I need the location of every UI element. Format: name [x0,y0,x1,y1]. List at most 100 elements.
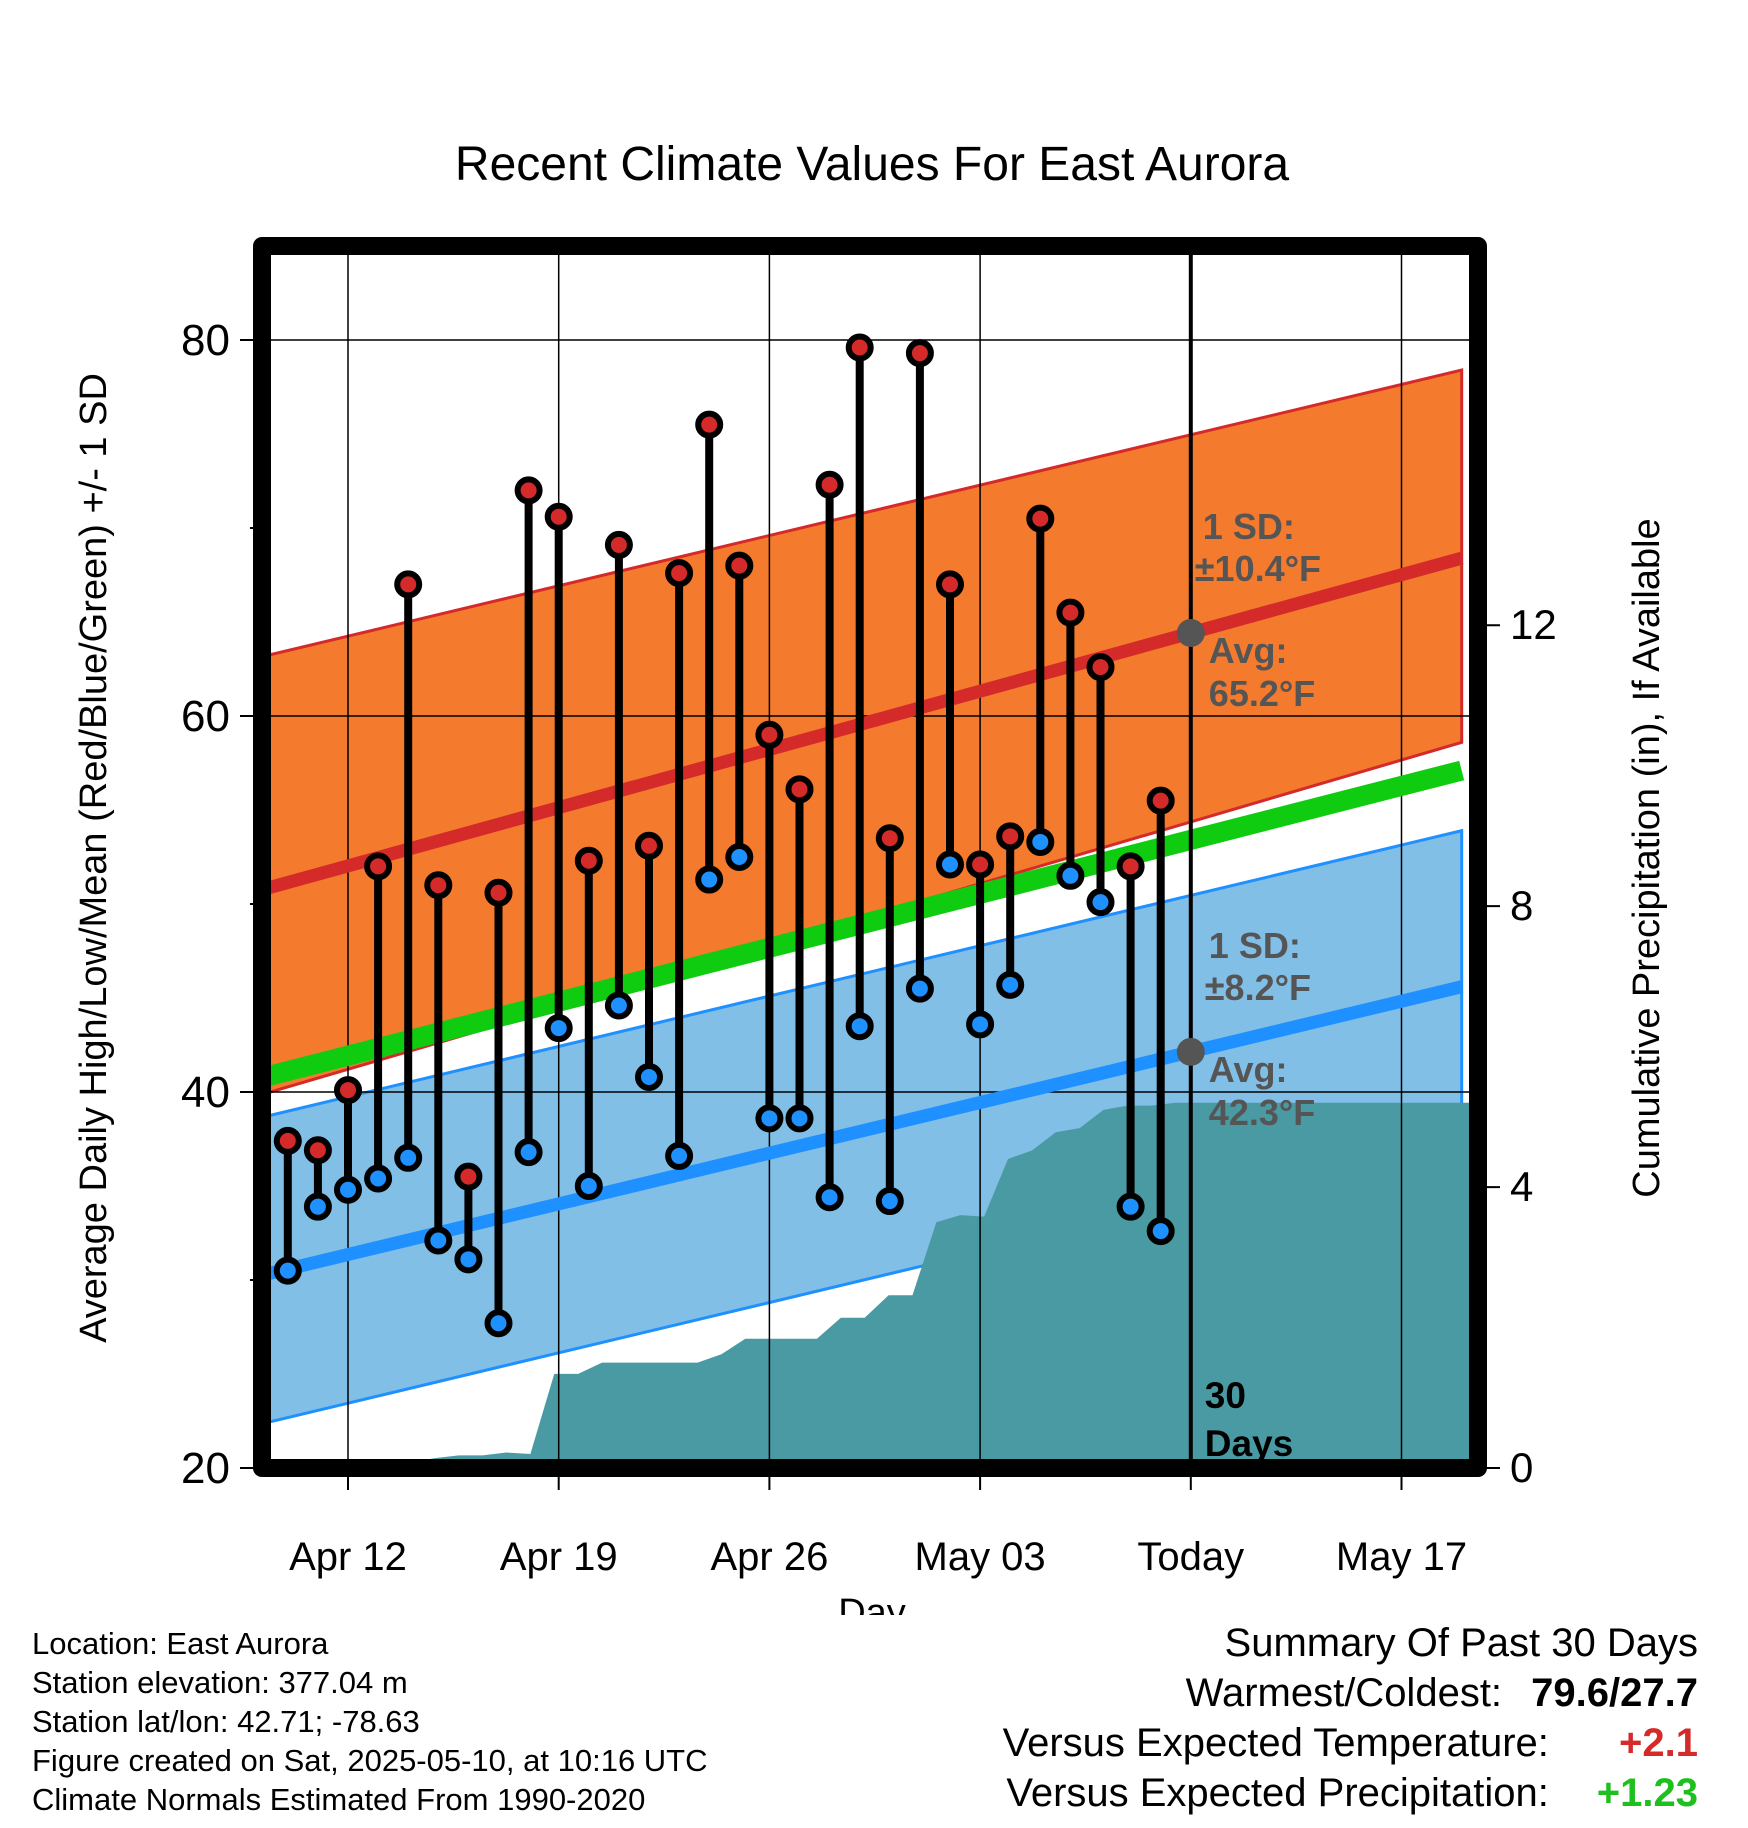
low-avg-value: 42.3°F [1209,1092,1315,1133]
today-high-avg-marker [1176,618,1205,647]
precip-value: +1.23 [1596,1771,1698,1815]
y2-tick-label: 4 [1510,1163,1533,1210]
daily-high-point [303,1136,332,1165]
daily-low-point [1056,861,1085,890]
daily-high-point [695,410,724,439]
daily-low-point [695,865,724,894]
daily-high-point [635,831,663,860]
today-low-avg-marker [1176,1037,1205,1066]
y2-tick-label: 0 [1510,1444,1533,1491]
warm-cold-label: Warmest/Coldest: [1185,1671,1503,1715]
summary-title: Summary Of Past 30 Days [1224,1621,1698,1665]
normals-text: Climate Normals Estimated From 1990-2020 [32,1782,646,1817]
climate-chart: Recent Climate Values For East Aurora 1 … [73,138,1668,1615]
daily-low-point [905,974,934,1003]
daily-low-point [1086,888,1115,917]
x-tick-label: Apr 12 [289,1535,407,1579]
daily-low-point [1116,1192,1145,1221]
warm-cold-row: Warmest/Coldest: 79.6/27.7 [1003,1668,1698,1718]
station-info: Location: East Aurora Station elevation:… [32,1624,708,1819]
low-sd-label: 1 SD: [1209,925,1301,966]
y-tick-label: 20 [181,1444,230,1493]
x-tick-label: Apr 26 [710,1535,828,1579]
chart-title: Recent Climate Values For East Aurora [455,138,1289,191]
precip-row: Versus Expected Precipitation: +1.23 [1003,1768,1698,1818]
daily-high-point [875,824,904,853]
avg-low-line [262,980,1464,1282]
daily-low-point [394,1143,423,1172]
daily-low-point [966,1010,995,1039]
warm-cold-value: 79.6/27.7 [1531,1671,1698,1715]
daily-high-point [996,822,1025,851]
x-tick-label: Today [1137,1535,1244,1579]
daily-low-point [1146,1217,1175,1246]
daily-low-point [574,1172,603,1200]
daily-high-point [364,852,393,881]
y2-tick-label: 12 [1510,601,1557,648]
high-sd-value: ±10.4°F [1195,548,1321,589]
y-tick-label: 60 [181,692,230,741]
x-axis-label: Day [838,1592,906,1615]
location-text: Location: East Aurora [32,1626,329,1661]
daily-low-point [484,1309,513,1338]
low-sd-value: ±8.2°F [1205,967,1311,1008]
daily-low-point [334,1175,362,1204]
daily-high-point [905,339,934,368]
daily-high-point [725,551,754,580]
daily-low-point [665,1141,694,1170]
daily-low-point [996,970,1025,999]
daily-high-point [936,570,964,599]
daily-low-point [454,1245,483,1274]
high-avg-label: Avg: [1209,630,1288,671]
high-sd-label: 1 SD: [1203,506,1295,547]
y2-tick-label: 8 [1510,882,1533,929]
x-tick-label: May 17 [1336,1535,1467,1579]
daily-high-point [514,476,543,505]
daily-high-point [544,502,573,531]
daily-low-point [514,1138,543,1167]
daily-low-point [815,1183,844,1212]
daily-low-point [544,1014,573,1043]
summary-panel: Summary Of Past 30 Days Warmest/Coldest:… [1003,1618,1698,1818]
daily-high-point [1116,852,1145,881]
y-tick-label: 80 [181,316,230,365]
daily-low-point [875,1187,904,1216]
daily-low-point [755,1104,784,1133]
daily-low-point [845,1012,874,1041]
y2-axis-label: Cumulative Precipitation (in), If Availa… [1626,518,1668,1197]
created-text: Figure created on Sat, 2025-05-10, at 10… [32,1743,708,1778]
daily-low-point [273,1256,302,1285]
daily-high-point [755,720,784,749]
daily-high-point [273,1126,302,1155]
y-tick-label: 40 [181,1068,230,1117]
daily-low-point [303,1192,332,1221]
y-axis-label: Average Daily High/Low/Mean (Red/Blue/Gr… [73,373,115,1343]
precip-label: Versus Expected Precipitation: [1006,1771,1549,1815]
daily-high-point [1026,504,1055,533]
low-avg-label: Avg: [1209,1049,1288,1090]
daily-high-point [665,559,694,588]
temp-value: +2.1 [1619,1721,1698,1765]
temp-row: Versus Expected Temperature: +2.1 [1003,1718,1698,1768]
x-tick-label: May 03 [915,1535,1046,1579]
days-label: Days [1205,1423,1293,1464]
daily-low-point [785,1104,814,1133]
daily-high-point [785,775,814,804]
daily-high-point [604,530,633,559]
daily-low-point [635,1062,663,1091]
daily-low-point [936,850,964,879]
daily-high-point [1056,598,1085,627]
daily-high-point [815,470,844,499]
daily-high-point [394,570,423,599]
daily-high-point [424,871,453,900]
latlon-text: Station lat/lon: 42.71; -78.63 [32,1704,420,1739]
daily-low-point [725,843,754,871]
daily-low-point [1026,827,1055,856]
high-avg-value: 65.2°F [1209,673,1315,714]
daily-low-point [364,1164,393,1193]
daily-high-point [484,878,513,907]
daily-high-point [334,1076,362,1105]
cumulative-precip-area [262,1102,1478,1468]
